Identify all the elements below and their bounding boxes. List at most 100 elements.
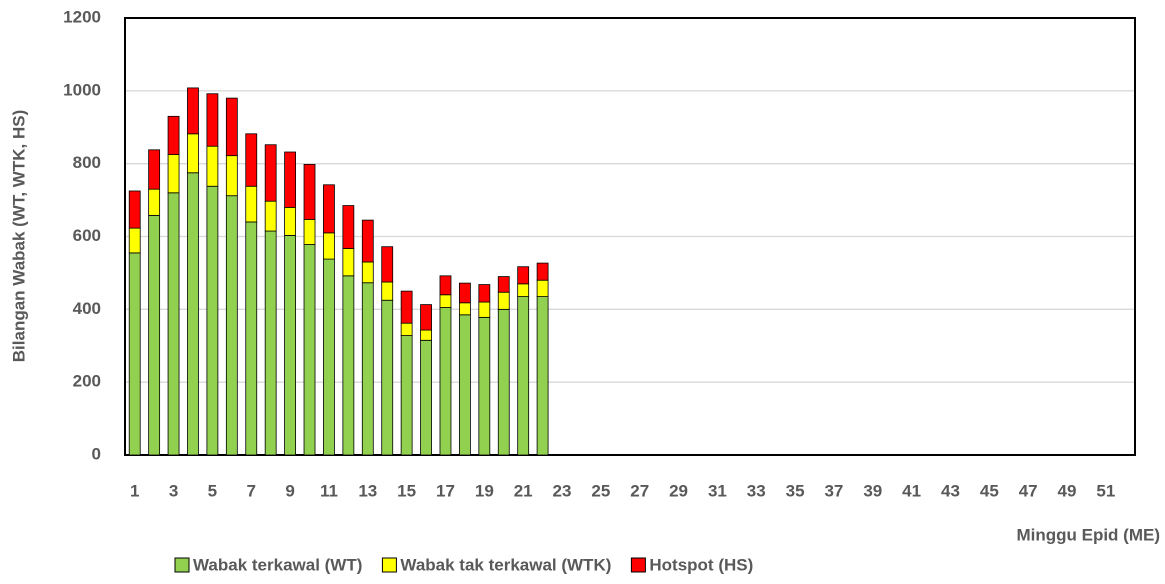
- bar-segment: [206, 93, 219, 147]
- x-tick-label: 29: [669, 481, 688, 500]
- legend-label: Wabak tak terkawal (WTK): [400, 555, 611, 574]
- y-tick-label: 200: [73, 372, 101, 391]
- bar-segment: [323, 184, 335, 234]
- bar-segment: [284, 235, 296, 456]
- y-tick-label: 800: [73, 153, 101, 172]
- x-tick-label: 7: [247, 481, 256, 500]
- x-tick-label: 19: [475, 481, 494, 500]
- bar-segment: [167, 115, 180, 155]
- bar-segment: [400, 335, 413, 456]
- x-tick-label: 11: [320, 481, 338, 500]
- bar-segment: [187, 172, 199, 456]
- bar-segment: [381, 281, 394, 301]
- x-tick-label: 41: [902, 481, 921, 500]
- bar-segment: [497, 291, 510, 310]
- bar-segment: [361, 282, 374, 456]
- bar-segment: [420, 329, 432, 341]
- x-tick-label: 13: [358, 481, 377, 500]
- bar-segment: [381, 299, 394, 456]
- bar-segment: [439, 294, 452, 308]
- x-tick-label: 47: [1019, 481, 1038, 500]
- x-tick-label: 43: [941, 481, 960, 500]
- x-tick-label: 1: [130, 481, 139, 500]
- bar-segment: [342, 275, 355, 456]
- bar-segment: [323, 232, 335, 260]
- bar-segment: [128, 190, 141, 229]
- bar-segment: [400, 322, 413, 336]
- bar-segment: [167, 154, 180, 194]
- bar-segment: [187, 87, 199, 135]
- bar-segment: [478, 316, 491, 456]
- bar-segment: [284, 151, 296, 208]
- bar-segment: [264, 200, 277, 232]
- bar-segment: [459, 302, 471, 316]
- x-tick-label: 5: [208, 481, 217, 500]
- x-axis-title: Minggu Epid (ME): [1016, 525, 1160, 544]
- x-tick-label: 31: [708, 481, 727, 500]
- x-tick-label: 35: [786, 481, 805, 500]
- x-tick-label: 27: [630, 481, 649, 500]
- bar-segment: [381, 246, 394, 283]
- bar-segment: [400, 290, 413, 324]
- legend-label: Wabak terkawal (WT): [193, 555, 362, 574]
- bar-segment: [517, 296, 530, 456]
- bar-segment: [439, 307, 452, 456]
- bar-segment: [225, 195, 238, 456]
- x-tick-label: 51: [1096, 481, 1115, 500]
- legend-label: Hotspot (HS): [649, 555, 753, 574]
- bar-segment: [517, 266, 530, 285]
- x-tick-label: 25: [591, 481, 610, 500]
- bar-segment: [128, 252, 141, 456]
- y-tick-label: 1000: [63, 80, 101, 99]
- bar-segment: [264, 230, 277, 456]
- y-tick-label: 0: [92, 444, 101, 463]
- bar-segment: [167, 192, 180, 456]
- x-tick-label: 21: [514, 481, 533, 500]
- bar-segment: [323, 258, 335, 456]
- y-tick-label: 600: [73, 226, 101, 245]
- bar-segment: [478, 284, 491, 303]
- bar-segment: [497, 308, 510, 456]
- x-tick-label: 37: [824, 481, 843, 500]
- bar-segment: [225, 97, 238, 157]
- bar-segment: [420, 304, 432, 331]
- x-tick-label: 9: [285, 481, 294, 500]
- legend-swatch: [174, 557, 190, 573]
- bar-segment: [245, 185, 258, 223]
- bar-segment: [497, 276, 510, 293]
- bar-segment: [187, 133, 199, 174]
- legend-swatch: [381, 557, 397, 573]
- bar-segment: [148, 149, 161, 190]
- x-tick-label: 15: [397, 481, 416, 500]
- bar-segment: [459, 314, 471, 456]
- bar-segment: [303, 244, 316, 456]
- bar-segment: [361, 261, 374, 284]
- legend-swatch: [630, 557, 646, 573]
- x-tick-label: 17: [436, 481, 455, 500]
- y-tick-label: 400: [73, 299, 101, 318]
- bar-segment: [536, 262, 549, 281]
- y-axis-title: Bilangan Wabak (WT, WTK, HS): [9, 110, 28, 362]
- bar-segment: [420, 339, 432, 456]
- bar-segment: [206, 185, 219, 456]
- bar-segment: [225, 155, 238, 197]
- bar-segment: [459, 282, 471, 304]
- bar-segment: [128, 227, 141, 254]
- bar-segment: [264, 144, 277, 202]
- bar-segment: [206, 145, 219, 187]
- bar-segment: [342, 205, 355, 249]
- bar-segment: [245, 133, 258, 187]
- bar-segment: [245, 221, 258, 456]
- bar-segment: [303, 163, 316, 220]
- x-tick-label: 49: [1058, 481, 1077, 500]
- x-tick-label: 39: [863, 481, 882, 500]
- x-tick-label: 23: [553, 481, 572, 500]
- bar-segment: [439, 275, 452, 296]
- x-tick-label: 33: [747, 481, 766, 500]
- bar-segment: [536, 279, 549, 297]
- x-tick-label: 45: [980, 481, 999, 500]
- bar-segment: [342, 248, 355, 277]
- bar-segment: [517, 283, 530, 297]
- x-tick-label: 3: [169, 481, 178, 500]
